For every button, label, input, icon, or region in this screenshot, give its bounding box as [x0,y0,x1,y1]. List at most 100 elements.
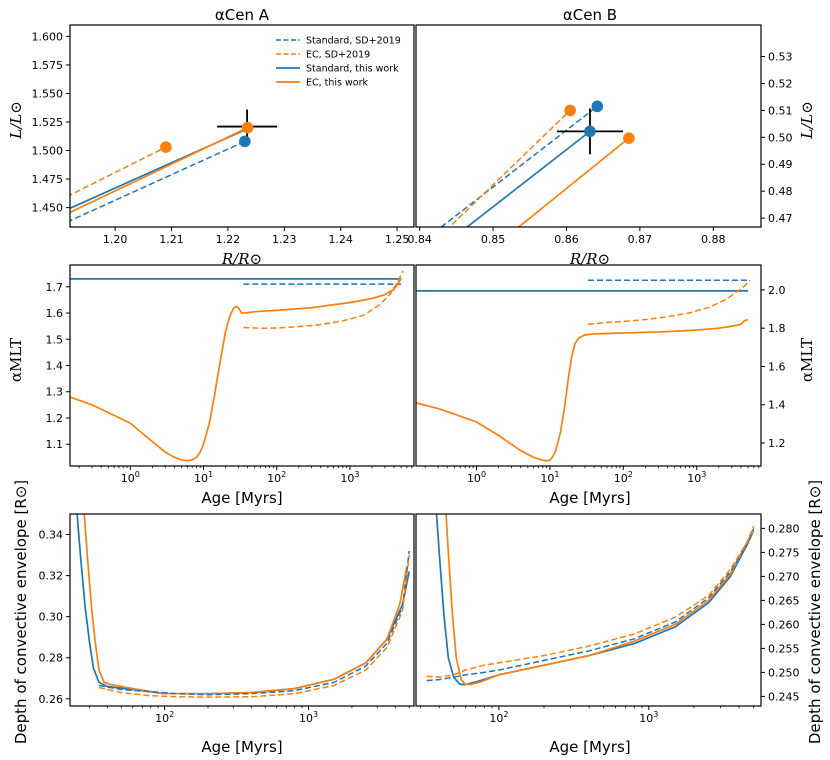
x-tick-label: 103 [340,470,359,485]
x-tick-label: 1.20 [103,233,128,246]
series-line-orange-dashed [70,146,167,196]
marker-orange [160,141,172,153]
y-tick-label: 0.255 [768,642,800,655]
axes-frame [69,264,415,467]
y-tick-label: 0.26 [39,693,64,706]
legend-label: Standard, SD+2019 [306,36,401,47]
series-line-blue-dashed [98,550,410,696]
x-tick-label: 0.85 [481,233,506,246]
legend-entry-standard-sd2019: Standard, SD+2019 [276,36,401,47]
series-line-orange-dashed [587,279,751,326]
xlabel-age-depth-a: Age [Myrs] [201,738,282,756]
panel-depth-age-b: 102 103 0.245 0.250 0.255 0.260 0.265 0.270 0.27… [415,513,800,725]
x-tick-label: 101 [194,470,213,485]
y-tick-label: 0.30 [39,611,64,624]
panel-luminosity-radius-a: 1.20 1.21 1.22 1.23 1.24 1.25 1.450 1.475 1.500 1… [32,24,415,246]
y-tick-label: 1.4 [46,360,64,373]
legend-label: EC, SD+2019 [306,50,370,61]
marker-orange [623,132,635,144]
y-tick-label: 0.48 [768,185,793,198]
x-tick-label: 102 [489,710,508,725]
series-line-blue-dashed [70,140,246,222]
y-tick-label: 1.8 [768,322,786,335]
xlabel-age-depth-b: Age [Myrs] [549,738,630,756]
series-line-blue-solid [76,514,411,695]
title-acen-a: αCen A [215,6,270,24]
y-tick-label: 1.475 [32,173,64,186]
y-tick-label: 1.600 [32,30,64,43]
series-line-orange-dashed [426,525,755,678]
legend: Standard, SD+2019 EC, SD+2019 Standard, … [276,36,401,89]
series-line-orange-dashed [243,270,404,329]
series-line-orange-solid [70,278,402,462]
x-tick-label: 1.25 [385,233,410,246]
xlabel-age-alpha-a: Age [Myrs] [201,489,282,507]
series-line-orange-solid [416,318,749,462]
y-tick-label: 0.49 [768,158,793,171]
axes-frame [415,24,762,228]
ylabel-alpha-a: αMLT [7,338,25,382]
panel-depth-age-a: 102 103 0.26 0.28 0.30 0.32 0.34 [39,513,415,725]
series-line-orange-solid [70,126,249,214]
series-line-orange-dashed [98,554,410,698]
data-area [70,126,249,222]
x-tick-label: 0.86 [554,233,579,246]
panel-luminosity-radius-b: 0.84 0.85 0.86 0.87 0.88 0.47 0.48 0.49 0.50 0.51… [407,24,793,246]
y-tick-label: 0.265 [768,594,800,607]
axes-frame [415,513,762,707]
y-tick-label: 1.5 [46,333,64,346]
x-tick-label: 103 [687,470,706,485]
x-tick-label: 101 [540,470,559,485]
marker-blue [239,135,251,148]
panel-alpha-age-b: 100 101 102 103 1.2 1.4 1.6 1.8 2.0 [415,264,786,485]
axes-frame [415,264,762,467]
y-tick-label: 1.7 [46,281,64,294]
y-tick-label: 1.500 [32,145,64,158]
y-tick-label: 2.0 [768,284,786,297]
marker-blue [591,100,604,113]
x-tick-label: 0.84 [407,233,432,246]
y-tick-label: 0.250 [768,666,800,679]
ylabel-lum-a: L/L⊙ [7,101,25,140]
series-line-orange-solid [517,137,630,227]
y-tick-label: 0.32 [39,570,64,583]
legend-entry-ec-sd2019: EC, SD+2019 [276,50,370,61]
y-tick-label: 0.245 [768,690,800,703]
x-tick-label: 0.88 [701,233,726,246]
marker-blue [584,125,596,138]
data-area [440,105,630,227]
y-tick-label: 0.51 [768,104,793,117]
axes-frame [69,24,415,228]
x-tick-label: 103 [299,710,318,725]
y-tick-label: 0.52 [768,77,793,90]
panel-alpha-age-a: 100 101 102 103 1.1 1.2 1.3 1.4 1.5 1.6 1.7 [46,264,415,485]
x-tick-label: 100 [467,470,486,485]
x-tick-label: 1.21 [159,233,184,246]
series-line-blue-dashed [440,105,598,227]
y-tick-label: 0.34 [39,529,64,542]
y-tick-label: 0.47 [768,212,793,225]
y-tick-label: 0.270 [768,570,800,583]
y-tick-label: 1.2 [768,437,786,450]
series-line-blue-dashed [426,528,755,682]
x-tick-label: 1.23 [272,233,297,246]
xlabel-radius-b: R/R⊙ [569,250,610,268]
y-tick-label: 1.6 [768,360,786,373]
legend-label: EC, this work [306,78,369,89]
y-tick-label: 0.275 [768,546,800,559]
series-line-orange-dashed [448,109,571,227]
x-tick-label: 102 [267,470,286,485]
y-tick-label: 1.575 [32,59,64,72]
y-tick-label: 1.6 [46,307,64,320]
data-area [426,514,755,686]
y-tick-label: 0.280 [768,522,800,535]
x-tick-label: 102 [155,710,174,725]
marker-orange [241,121,254,134]
ylabel-depth-b: Depth of convective envelope [R⊙] [806,480,824,744]
series-line-orange-solid [445,514,755,686]
series-line-orange-solid [83,514,408,695]
marker-orange [564,104,576,117]
legend-entry-ec-this-work: EC, this work [276,78,369,89]
xlabel-age-alpha-b: Age [Myrs] [549,489,630,507]
